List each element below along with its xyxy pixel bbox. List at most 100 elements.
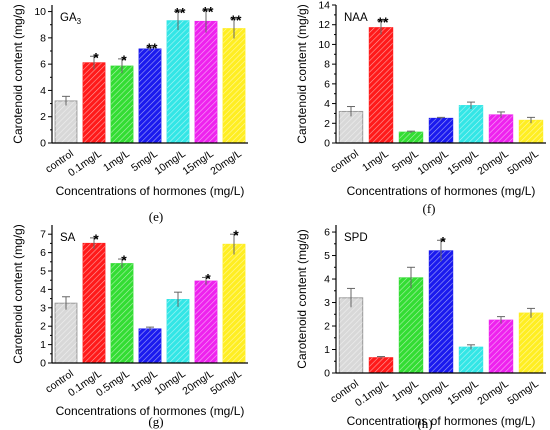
bar-hatch: [83, 243, 105, 363]
x-axis-title: Concentrations of hormones (mg/L): [347, 414, 536, 428]
significance-mark: **: [147, 40, 158, 56]
y-tick-label: 5: [324, 250, 330, 262]
bar-hatch: [55, 303, 77, 363]
y-axis-title: Carotenoid content (mg/g): [295, 229, 309, 368]
x-axis-title: Concentrations of hormones (mg/L): [56, 404, 245, 418]
y-tick-label: 2: [324, 118, 330, 130]
y-tick-label: 5: [40, 266, 46, 278]
x-axis-title: Concentrations of hormones (mg/L): [347, 184, 536, 198]
y-tick-label: 1: [324, 344, 330, 356]
y-axis-title: Carotenoid content (mg/g): [11, 4, 25, 143]
panel-label: (g): [148, 414, 163, 429]
bar-hatch: [111, 263, 133, 363]
y-tick-label: 0: [40, 138, 46, 150]
significance-mark: **: [203, 3, 214, 19]
y-tick-label: 4: [324, 98, 330, 110]
category-label: 10mg/L: [152, 148, 188, 178]
category-label: 1mg/L: [101, 148, 132, 175]
y-tick-label: 6: [40, 59, 46, 71]
significance-mark: *: [121, 252, 127, 268]
panel-label: (h): [417, 416, 432, 430]
y-tick-label: 4: [324, 274, 330, 286]
y-tick-label: 4: [40, 284, 46, 296]
category-label: 0.1mg/L: [353, 378, 391, 410]
category-label: 15mg/L: [180, 148, 216, 178]
category-label: 15mg/L: [445, 378, 481, 408]
bar-hatch: [167, 299, 189, 363]
panel-g: control*0.1mg/L*0.5mg/L1mg/L10mg/L*20mg/…: [11, 224, 248, 429]
category-label: 10mg/L: [152, 368, 188, 398]
x-axis-title: Concentrations of hormones (mg/L): [56, 184, 245, 198]
y-axis-title: Carotenoid content (mg/g): [11, 224, 25, 363]
y-tick-label: 2: [324, 321, 330, 333]
bar-hatch: [369, 27, 393, 143]
bar-hatch: [489, 114, 513, 143]
y-tick-label: 8: [324, 59, 330, 71]
category-label: 20mg/L: [475, 378, 511, 408]
y-tick-label: 6: [324, 227, 330, 239]
significance-mark: **: [175, 5, 186, 21]
bar-hatch: [139, 49, 161, 143]
y-tick-label: 10: [34, 6, 46, 18]
significance-mark: *: [440, 233, 446, 249]
bar-hatch: [139, 328, 161, 363]
panel-title: SPD: [344, 232, 368, 244]
y-tick-label: 1: [40, 339, 46, 351]
y-tick-label: 2: [40, 321, 46, 333]
bar-hatch: [223, 28, 245, 143]
bar-hatch: [195, 281, 217, 363]
bar-hatch: [519, 313, 543, 373]
bar-hatch: [83, 62, 105, 144]
panel-title: NAA: [344, 12, 368, 24]
bar-hatch: [399, 132, 423, 143]
bar-hatch: [489, 320, 513, 373]
y-tick-label: 3: [324, 297, 330, 309]
bar-hatch: [223, 244, 245, 363]
significance-mark: *: [205, 270, 211, 286]
bar-hatch: [429, 118, 453, 143]
category-label: 20mg/L: [475, 148, 511, 178]
panel-label: (e): [149, 209, 163, 224]
category-label: 20mg/L: [208, 148, 244, 178]
bar-hatch: [429, 250, 453, 373]
significance-mark: **: [378, 14, 389, 30]
significance-mark: *: [121, 52, 127, 68]
bar-hatch: [339, 297, 363, 373]
category-label: 50mg/L: [208, 368, 244, 398]
bar-hatch: [459, 105, 483, 143]
significance-mark: *: [233, 227, 239, 243]
y-tick-label: 0: [40, 358, 46, 370]
bar-hatch: [55, 100, 77, 143]
panel-e: control*0.1mg/L*1mg/L**5mg/L**10mg/L**15…: [11, 3, 248, 224]
category-label: 20mg/L: [180, 368, 216, 398]
category-label: 1mg/L: [360, 148, 391, 175]
bar-hatch: [167, 20, 189, 143]
category-label: 10mg/L: [415, 378, 451, 408]
significance-mark: **: [231, 12, 242, 28]
y-tick-label: 3: [40, 302, 46, 314]
bar-hatch: [519, 120, 543, 143]
bar-hatch: [399, 277, 423, 373]
y-tick-label: 0: [324, 138, 330, 150]
y-tick-label: 7: [40, 229, 46, 241]
y-axis-title: Carotenoid content (mg/g): [295, 4, 309, 143]
category-label: 50mg/L: [505, 148, 541, 178]
y-tick-label: 8: [40, 32, 46, 44]
y-tick-label: 10: [318, 39, 330, 51]
bar-hatch: [459, 347, 483, 373]
significance-mark: *: [93, 231, 99, 247]
panel-f: control**1mg/L 5mg/L10mg/L15mg/L20mg/L50m…: [295, 0, 546, 216]
category-label: 15mg/L: [445, 148, 481, 178]
y-tick-label: 2: [40, 111, 46, 123]
y-tick-label: 0: [324, 368, 330, 380]
category-label: 50mg/L: [505, 378, 541, 408]
bar-hatch: [339, 111, 363, 143]
panel-title: GA3: [60, 12, 82, 26]
y-tick-label: 6: [40, 247, 46, 259]
y-tick-label: 12: [318, 19, 330, 31]
panel-label: (f): [423, 201, 436, 216]
y-tick-label: 4: [40, 85, 46, 97]
y-tick-label: 6: [324, 78, 330, 90]
